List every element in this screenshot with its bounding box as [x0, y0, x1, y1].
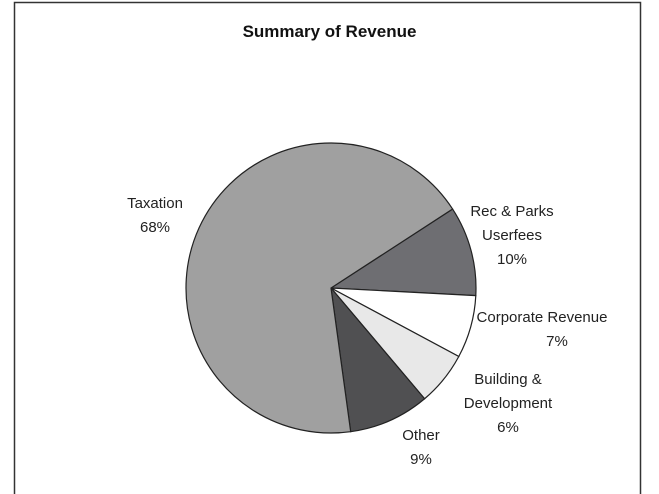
slice-value-label: 6%: [497, 419, 519, 436]
chart-frame: [13, 1, 642, 494]
slice-label: Taxation 68%: [110, 192, 200, 240]
slice-name: Taxation: [127, 195, 183, 212]
slice-label: Corporate Revenue 7%: [467, 306, 617, 354]
pie-slice: [185, 142, 454, 434]
slice-value-label: 9%: [410, 451, 432, 468]
slice-value-label: 68%: [139, 219, 171, 236]
slice-label: Rec & Parks Userfees 10%: [466, 200, 558, 272]
pie-slice: [330, 286, 426, 433]
slice-label: Building & Development 6%: [456, 368, 560, 440]
slice-name: Corporate Revenue: [476, 309, 608, 326]
slice-name: Building & Development: [463, 371, 553, 412]
chart-title: Summary of Revenue: [242, 22, 417, 41]
slice-label: Other 9%: [381, 424, 461, 472]
slice-value-label: 10%: [496, 251, 528, 268]
slice-value-label: 7%: [546, 333, 568, 350]
pie-slice: [329, 208, 477, 297]
slice-name: Other: [402, 427, 440, 444]
slice-name: Rec & Parks Userfees: [470, 203, 554, 244]
